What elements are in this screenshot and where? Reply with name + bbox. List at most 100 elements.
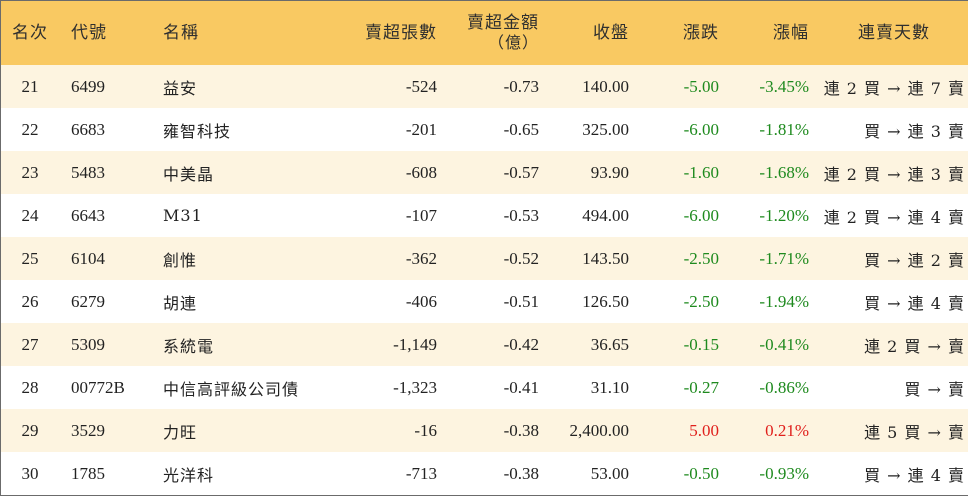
code-cell: 1785 bbox=[71, 463, 105, 483]
net-sell-volume-cell: -524 bbox=[405, 76, 437, 96]
close-cell: 140.00 bbox=[582, 76, 629, 96]
table-row[interactable]: 22 6683 雍智科技 -201 -0.65 325.00 -6.00 -1.81% 買 → … bbox=[1, 108, 968, 151]
net-sell-amount-cell: -0.73 bbox=[503, 76, 539, 96]
change-cell: -1.60 bbox=[683, 162, 719, 182]
change-pct-cell: -0.86% bbox=[759, 377, 809, 397]
net-sell-amount-cell: -0.57 bbox=[503, 162, 539, 182]
net-sell-volume-cell: -1,149 bbox=[393, 334, 437, 354]
code-cell: 6499 bbox=[71, 76, 105, 96]
consecutive-days-cell: 買 → 連 4 賣 bbox=[864, 465, 965, 485]
change-cell: -0.27 bbox=[683, 377, 719, 397]
table-row[interactable]: 30 1785 光洋科 -713 -0.38 53.00 -0.50 -0.93% 買 → 連 … bbox=[1, 452, 968, 495]
net-sell-amount-cell: -0.42 bbox=[503, 334, 539, 354]
close-cell: 143.50 bbox=[582, 248, 629, 268]
net-sell-amount-cell: -0.51 bbox=[503, 291, 539, 311]
change-cell: -0.15 bbox=[683, 334, 719, 354]
change-pct-cell: 0.21% bbox=[765, 420, 809, 440]
close-cell: 53.00 bbox=[590, 463, 629, 483]
consecutive-days-cell: 買 → 賣 bbox=[904, 379, 965, 399]
net-sell-volume-cell: -362 bbox=[405, 248, 437, 268]
change-pct-cell: -3.45% bbox=[759, 76, 809, 96]
consecutive-days-cell: 連 2 買 → 連 7 賣 bbox=[823, 78, 965, 98]
net-sell-volume-cell: -713 bbox=[405, 463, 437, 483]
name-cell: 中美晶 bbox=[163, 164, 215, 184]
table-row[interactable]: 21 6499 益安 -524 -0.73 140.00 -5.00 -3.45% 連 2 買 … bbox=[1, 65, 968, 108]
name-cell: 胡連 bbox=[163, 293, 198, 313]
table-row[interactable]: 23 5483 中美晶 -608 -0.57 93.90 -1.60 -1.68% 連 2 買 … bbox=[1, 151, 968, 194]
header-net-sell-amount-unit: （億） bbox=[487, 33, 539, 52]
close-cell: 325.00 bbox=[582, 119, 629, 139]
header-consecutive-days: 連賣天數 bbox=[858, 23, 930, 43]
close-cell: 93.90 bbox=[590, 162, 629, 182]
consecutive-days-cell: 買 → 連 3 賣 bbox=[864, 121, 965, 141]
name-cell: 中信高評級公司債 bbox=[163, 379, 300, 399]
change-pct-cell: -1.68% bbox=[759, 162, 809, 182]
net-sell-volume-cell: -608 bbox=[405, 162, 437, 182]
net-sell-volume-cell: -1,323 bbox=[393, 377, 437, 397]
header-code: 代號 bbox=[71, 23, 107, 43]
table-row[interactable]: 26 6279 胡連 -406 -0.51 126.50 -2.50 -1.94% 買 → 連 … bbox=[1, 280, 968, 323]
change-pct-cell: -1.81% bbox=[759, 119, 809, 139]
code-cell: 5483 bbox=[71, 162, 105, 182]
net-sell-volume-cell: -16 bbox=[414, 420, 437, 440]
name-cell: 創惟 bbox=[163, 250, 198, 270]
change-cell: -6.00 bbox=[683, 205, 719, 225]
table-header-row: 名次 代號 名稱 賣超張數 賣超金額 （億） 收盤 漲跌 漲幅 連賣天數 bbox=[1, 1, 968, 65]
net-sell-amount-cell: -0.53 bbox=[503, 205, 539, 225]
change-pct-cell: -1.71% bbox=[759, 248, 809, 268]
header-name: 名稱 bbox=[163, 23, 199, 43]
header-change-pct: 漲幅 bbox=[773, 23, 809, 43]
change-pct-cell: -1.20% bbox=[759, 205, 809, 225]
change-cell: -5.00 bbox=[683, 76, 719, 96]
net-sell-volume-cell: -107 bbox=[405, 205, 437, 225]
table-row[interactable]: 25 6104 創惟 -362 -0.52 143.50 -2.50 -1.71% 買 → 連 … bbox=[1, 237, 968, 280]
name-cell: 系統電 bbox=[163, 336, 215, 356]
net-sell-amount-cell: -0.65 bbox=[503, 119, 539, 139]
table-row[interactable]: 28 00772B 中信高評級公司債 -1,323 -0.41 31.10 -0.27 -0.… bbox=[1, 366, 968, 409]
code-cell: 6683 bbox=[71, 119, 105, 139]
rank-cell: 24 bbox=[21, 205, 39, 225]
consecutive-days-cell: 連 2 買 → 賣 bbox=[864, 336, 965, 356]
header-net-sell-amount-label: 賣超金額 bbox=[467, 13, 539, 33]
name-cell: M31 bbox=[163, 206, 203, 225]
consecutive-days-cell: 連 2 買 → 連 3 賣 bbox=[823, 164, 965, 184]
rank-cell: 28 bbox=[21, 377, 39, 397]
consecutive-days-cell: 買 → 連 4 賣 bbox=[864, 293, 965, 313]
close-cell: 494.00 bbox=[582, 205, 629, 225]
name-cell: 光洋科 bbox=[163, 465, 215, 485]
header-close: 收盤 bbox=[593, 23, 629, 43]
code-cell: 3529 bbox=[71, 420, 105, 440]
header-net-sell-amount: 賣超金額 （億） bbox=[437, 1, 539, 65]
net-sell-amount-cell: -0.52 bbox=[503, 248, 539, 268]
consecutive-days-cell: 連 5 買 → 賣 bbox=[864, 422, 965, 442]
rank-cell: 29 bbox=[21, 420, 39, 440]
header-rank: 名次 bbox=[12, 23, 48, 43]
code-cell: 00772B bbox=[71, 377, 125, 397]
change-pct-cell: -0.93% bbox=[759, 463, 809, 483]
code-cell: 6643 bbox=[71, 205, 105, 225]
name-cell: 益安 bbox=[163, 78, 198, 98]
table-row[interactable]: 27 5309 系統電 -1,149 -0.42 36.65 -0.15 -0.41% 連 2 … bbox=[1, 323, 968, 366]
rank-cell: 21 bbox=[21, 76, 39, 96]
net-sell-volume-cell: -406 bbox=[405, 291, 437, 311]
table-row[interactable]: 24 6643 M31 -107 -0.53 494.00 -6.00 -1.20% 連 2 買… bbox=[1, 194, 968, 237]
rank-cell: 26 bbox=[21, 291, 39, 311]
change-cell: 5.00 bbox=[689, 420, 719, 440]
header-change: 漲跌 bbox=[683, 23, 719, 43]
code-cell: 6104 bbox=[71, 248, 105, 268]
rank-cell: 30 bbox=[21, 463, 39, 483]
name-cell: 力旺 bbox=[163, 422, 198, 442]
consecutive-days-cell: 買 → 連 2 賣 bbox=[864, 250, 965, 270]
name-cell: 雍智科技 bbox=[163, 121, 232, 141]
net-sell-volume-cell: -201 bbox=[405, 119, 437, 139]
table-row[interactable]: 29 3529 力旺 -16 -0.38 2,400.00 5.00 0.21% 連 5 買 →… bbox=[1, 409, 968, 452]
close-cell: 36.65 bbox=[590, 334, 629, 354]
change-cell: -0.50 bbox=[683, 463, 719, 483]
change-cell: -6.00 bbox=[683, 119, 719, 139]
change-cell: -2.50 bbox=[683, 248, 719, 268]
rank-cell: 23 bbox=[21, 162, 39, 182]
net-sell-amount-cell: -0.38 bbox=[503, 420, 539, 440]
change-cell: -2.50 bbox=[683, 291, 719, 311]
